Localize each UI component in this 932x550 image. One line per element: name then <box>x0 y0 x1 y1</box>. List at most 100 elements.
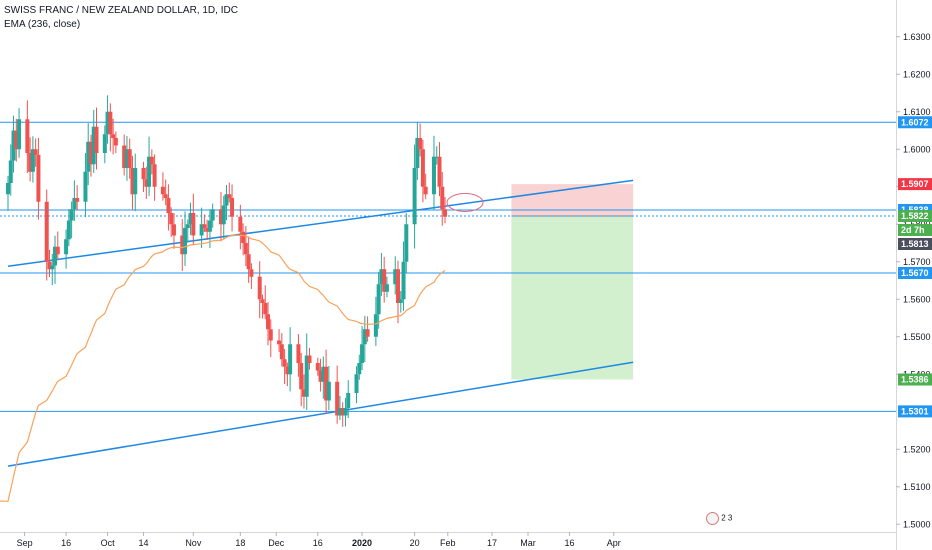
candle-down[interactable] <box>365 329 370 337</box>
candle-up[interactable] <box>343 408 348 416</box>
candle-up[interactable] <box>412 168 417 225</box>
candle-down[interactable] <box>230 198 235 217</box>
candle-down[interactable] <box>238 216 243 232</box>
candle-up[interactable] <box>105 111 110 135</box>
candle-up[interactable] <box>185 224 190 228</box>
candle-down[interactable] <box>243 243 248 255</box>
candle-down[interactable] <box>301 389 306 397</box>
candle-up[interactable] <box>69 209 74 221</box>
candle-down[interactable] <box>202 224 207 228</box>
candle-down[interactable] <box>241 231 246 243</box>
candle-down[interactable] <box>266 314 271 330</box>
ema-line[interactable] <box>0 234 446 502</box>
candle-down[interactable] <box>28 153 33 172</box>
candle-up[interactable] <box>379 269 384 285</box>
candle-down[interactable] <box>423 186 428 195</box>
candle-up[interactable] <box>434 156 439 158</box>
candle-up[interactable] <box>30 149 35 172</box>
candle-down[interactable] <box>122 145 127 169</box>
take-profit-zone[interactable] <box>511 216 634 380</box>
price-tag[interactable] <box>898 373 932 386</box>
candle-down[interactable] <box>108 111 113 135</box>
candle-down[interactable] <box>277 340 282 345</box>
candle-down[interactable] <box>180 235 185 255</box>
candle-up[interactable] <box>398 299 403 303</box>
candle-down[interactable] <box>263 303 268 315</box>
candle-up[interactable] <box>188 213 193 225</box>
annotation-ellipse[interactable] <box>446 193 484 212</box>
candle-up[interactable] <box>83 171 88 202</box>
candle-down[interactable] <box>47 261 52 270</box>
candle-up[interactable] <box>393 269 398 285</box>
candle-down[interactable] <box>25 119 30 153</box>
candle-up[interactable] <box>53 246 58 266</box>
candle-up[interactable] <box>6 183 10 195</box>
candle-down[interactable] <box>55 246 60 255</box>
candle-down[interactable] <box>249 269 254 277</box>
candle-down[interactable] <box>144 179 149 187</box>
candle-down[interactable] <box>44 201 49 262</box>
candle-down[interactable] <box>141 168 146 180</box>
candle-down[interactable] <box>257 276 262 300</box>
candle-up[interactable] <box>124 149 129 168</box>
price-tag[interactable] <box>898 267 932 279</box>
candle-down[interactable] <box>163 194 168 198</box>
candle-up[interactable] <box>404 224 409 262</box>
candle-down[interactable] <box>111 134 116 138</box>
candle-up[interactable] <box>373 314 378 337</box>
candle-up[interactable] <box>337 408 342 416</box>
candle-down[interactable] <box>285 366 290 375</box>
candle-up[interactable] <box>72 198 77 210</box>
candle-down[interactable] <box>130 168 135 195</box>
price-tag[interactable] <box>898 210 932 222</box>
candle-down[interactable] <box>127 149 132 168</box>
candle-up[interactable] <box>66 220 71 240</box>
candle-down[interactable] <box>205 228 210 232</box>
candle-up[interactable] <box>401 261 406 300</box>
candle-down[interactable] <box>88 141 93 165</box>
candle-up[interactable] <box>354 374 359 393</box>
candle-down[interactable] <box>268 329 273 341</box>
candle-down[interactable] <box>171 224 176 236</box>
candle-up[interactable] <box>8 160 13 184</box>
candle-down[interactable] <box>75 198 80 202</box>
candle-up[interactable] <box>207 220 212 232</box>
candle-down[interactable] <box>340 408 345 416</box>
candle-down[interactable] <box>418 138 423 150</box>
candle-down[interactable] <box>94 126 99 153</box>
candle-down[interactable] <box>191 213 196 236</box>
candle-up[interactable] <box>224 194 229 206</box>
candle-down[interactable] <box>282 359 287 367</box>
candle-down[interactable] <box>149 156 154 165</box>
price-tag[interactable] <box>898 178 932 191</box>
price-tag[interactable] <box>898 224 932 236</box>
candle-down[interactable] <box>218 209 223 225</box>
candle-down[interactable] <box>152 164 157 187</box>
trendline[interactable] <box>7 361 634 467</box>
candle-down[interactable] <box>160 186 165 195</box>
candle-up[interactable] <box>376 284 381 315</box>
candle-down[interactable] <box>396 269 401 303</box>
candle-up[interactable] <box>210 209 215 221</box>
candle-down[interactable] <box>33 149 38 155</box>
candle-down[interactable] <box>324 366 329 401</box>
candle-down[interactable] <box>318 370 323 382</box>
candle-down[interactable] <box>307 355 312 364</box>
candle-up[interactable] <box>11 130 16 161</box>
candle-down[interactable] <box>315 363 320 371</box>
candle-up[interactable] <box>133 168 138 195</box>
candle-down[interactable] <box>382 269 387 292</box>
candle-down[interactable] <box>113 138 118 146</box>
candle-down[interactable] <box>335 381 340 416</box>
candle-down[interactable] <box>279 344 284 360</box>
candle-up[interactable] <box>357 363 362 375</box>
candle-down[interactable] <box>299 363 304 390</box>
candle-up[interactable] <box>384 284 389 292</box>
candle-down[interactable] <box>166 198 171 213</box>
candle-down[interactable] <box>420 149 425 187</box>
candle-up[interactable] <box>362 329 367 345</box>
candle-up[interactable] <box>102 134 107 153</box>
price-tag[interactable] <box>898 238 932 250</box>
candle-down[interactable] <box>246 254 251 270</box>
